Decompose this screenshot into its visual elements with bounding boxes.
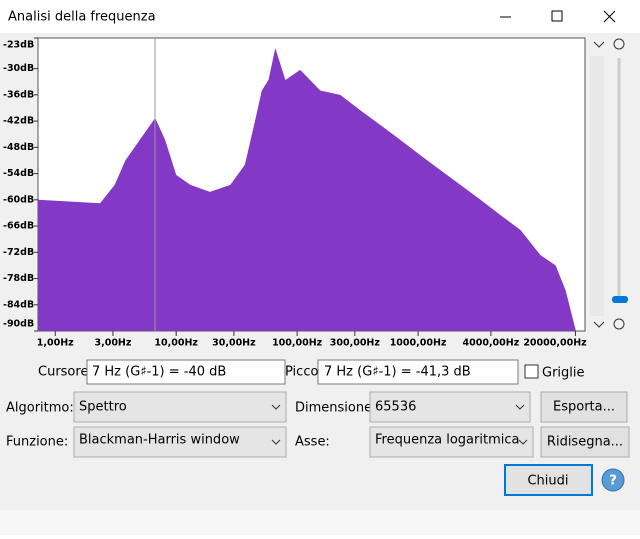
redraw-button[interactable] — [540, 426, 630, 458]
help-button[interactable] — [601, 468, 625, 492]
y-tick-label: -84dB — [3, 299, 34, 310]
grid-label: Griglie — [542, 366, 585, 381]
y-tick-label: -66dB — [3, 221, 34, 232]
function-label: Funzione: — [6, 435, 68, 450]
x-tick-label: 300,00Hz — [330, 338, 381, 349]
cursor-label: Cursore: — [38, 365, 93, 380]
x-tick-label: 30,00Hz — [212, 338, 256, 349]
cursor-field — [86, 359, 286, 385]
scroll-up[interactable] — [593, 41, 605, 48]
size-value: 65536 — [375, 400, 416, 415]
axis-value: Frequenza logaritmica — [375, 433, 519, 448]
peak-value: 7 Hz (G♯-1) = -41,3 dB — [324, 365, 471, 380]
x-tick-label: 1,00Hz — [37, 338, 74, 349]
cursor-value: 7 Hz (G♯-1) = -40 dB — [92, 365, 226, 380]
window-title: Analisi della frequenza — [8, 10, 156, 25]
spectrum — [38, 48, 576, 331]
size-select[interactable] — [369, 391, 531, 423]
zoom-thumb[interactable] — [612, 296, 628, 303]
y-tick-label: -54dB — [3, 168, 34, 179]
y-tick-label: -36dB — [3, 89, 34, 100]
dropdown-arrow — [518, 439, 528, 445]
y-tick-label: -42dB — [3, 116, 34, 127]
y-tick-label: -48dB — [3, 142, 34, 153]
dropdown-arrow — [271, 404, 281, 410]
scroll-down[interactable] — [593, 321, 605, 328]
peak-label: Picco: — [285, 365, 323, 380]
export-button[interactable] — [540, 391, 628, 423]
redraw-label: Ridisegna... — [547, 435, 623, 450]
y-tick-label: -72dB — [3, 247, 34, 258]
x-tick-label: 4000,00Hz — [463, 338, 520, 349]
title-bar — [0, 0, 640, 33]
dropdown-arrow — [271, 439, 281, 445]
peak-field — [317, 359, 519, 385]
size-label: Dimensione: — [295, 401, 376, 416]
axis-label: Asse: — [295, 435, 330, 450]
y-tick-label: -60dB — [3, 194, 34, 205]
x-tick-label: 3,00Hz — [94, 338, 131, 349]
y-tick-label: -78dB — [3, 273, 34, 284]
dropdown-arrow — [515, 404, 525, 410]
zoom-out[interactable] — [613, 318, 625, 330]
y-tick-label: -23dB — [3, 40, 34, 51]
status-strip — [0, 510, 640, 535]
axis-select[interactable] — [369, 426, 534, 458]
export-label: Esporta... — [553, 400, 615, 415]
close-button[interactable] — [504, 464, 593, 496]
close-x[interactable] — [603, 10, 616, 23]
function-value: Blackman-Harris window — [79, 433, 240, 448]
plot — [38, 48, 576, 331]
algorithm-value: Spettro — [79, 400, 127, 415]
zoom-in[interactable] — [613, 38, 625, 50]
help-label: ? — [609, 474, 617, 489]
y-tick-label: -90dB — [3, 319, 34, 330]
x-tick-label: 1000,00Hz — [390, 338, 447, 349]
x-tick-label: 20000,00Hz — [523, 338, 587, 349]
algorithm-select[interactable] — [73, 391, 287, 423]
x-tick-label: 100,00Hz — [272, 338, 323, 349]
scroll-track — [590, 56, 604, 316]
grid-checkbox[interactable] — [524, 364, 539, 379]
function-select[interactable] — [73, 426, 287, 458]
close-label: Chiudi — [527, 474, 568, 489]
maximize[interactable] — [551, 10, 563, 22]
y-tick-label: -30dB — [3, 63, 34, 74]
algorithm-label: Algoritmo: — [6, 401, 74, 416]
x-tick-label: 10,00Hz — [154, 338, 198, 349]
